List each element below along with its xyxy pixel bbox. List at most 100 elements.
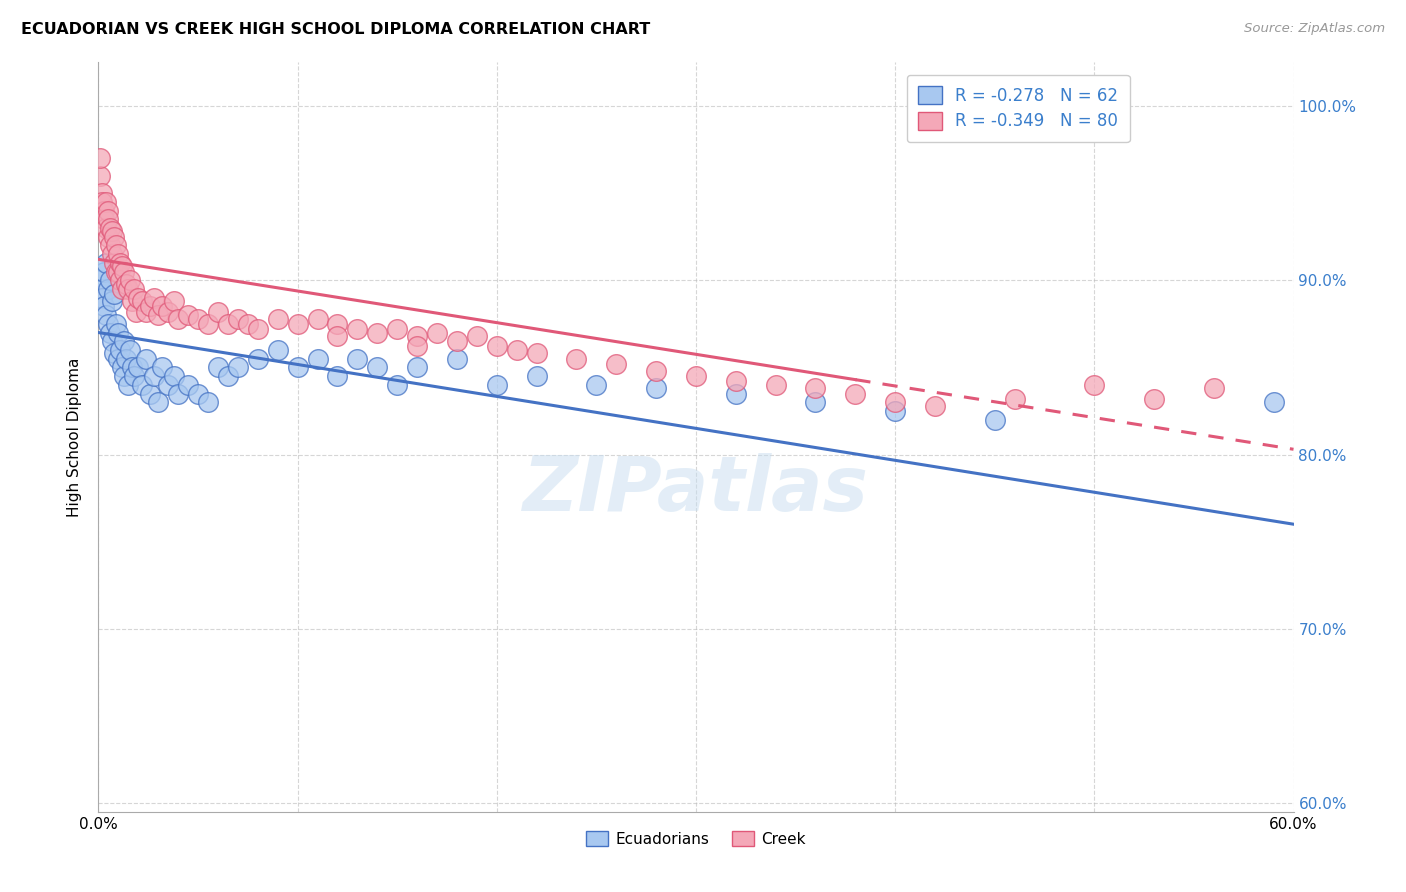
Point bbox=[884, 404, 907, 418]
Point bbox=[605, 357, 627, 371]
Point bbox=[346, 322, 368, 336]
Point bbox=[103, 287, 125, 301]
Legend: Ecuadorians, Creek: Ecuadorians, Creek bbox=[581, 824, 811, 853]
Point bbox=[120, 273, 142, 287]
Point bbox=[148, 395, 170, 409]
Text: ECUADORIAN VS CREEK HIGH SCHOOL DIPLOMA CORRELATION CHART: ECUADORIAN VS CREEK HIGH SCHOOL DIPLOMA … bbox=[21, 22, 651, 37]
Point bbox=[157, 304, 180, 318]
Point bbox=[804, 381, 827, 395]
Point bbox=[115, 277, 138, 291]
Point bbox=[287, 360, 309, 375]
Point bbox=[143, 369, 166, 384]
Point bbox=[124, 282, 146, 296]
Point bbox=[366, 360, 388, 375]
Point bbox=[101, 247, 124, 261]
Point bbox=[101, 334, 124, 349]
Point bbox=[127, 291, 149, 305]
Point bbox=[246, 322, 269, 336]
Point bbox=[135, 304, 157, 318]
Point bbox=[207, 304, 229, 318]
Point bbox=[157, 377, 180, 392]
Point bbox=[91, 282, 114, 296]
Point bbox=[91, 194, 114, 209]
Point bbox=[107, 247, 129, 261]
Point bbox=[465, 329, 488, 343]
Point bbox=[143, 291, 166, 305]
Point bbox=[197, 317, 219, 331]
Point bbox=[426, 326, 449, 340]
Point bbox=[101, 224, 124, 238]
Point bbox=[115, 351, 138, 366]
Point bbox=[105, 264, 128, 278]
Point bbox=[765, 377, 787, 392]
Point bbox=[112, 264, 135, 278]
Point bbox=[366, 326, 388, 340]
Point bbox=[346, 351, 368, 366]
Point bbox=[107, 326, 129, 340]
Point bbox=[112, 369, 135, 384]
Point bbox=[167, 386, 190, 401]
Point bbox=[446, 334, 468, 349]
Point bbox=[685, 369, 707, 384]
Point bbox=[93, 203, 115, 218]
Point bbox=[645, 364, 668, 378]
Point bbox=[177, 308, 200, 322]
Point bbox=[103, 256, 125, 270]
Point bbox=[127, 360, 149, 375]
Point bbox=[121, 360, 143, 375]
Point bbox=[91, 291, 114, 305]
Point bbox=[236, 317, 259, 331]
Point bbox=[724, 374, 747, 388]
Point bbox=[96, 194, 118, 209]
Point bbox=[110, 343, 132, 357]
Point bbox=[110, 256, 132, 270]
Point bbox=[217, 317, 239, 331]
Point bbox=[585, 377, 607, 392]
Point bbox=[163, 369, 186, 384]
Point bbox=[97, 229, 120, 244]
Point bbox=[645, 381, 668, 395]
Text: Source: ZipAtlas.com: Source: ZipAtlas.com bbox=[1244, 22, 1385, 36]
Y-axis label: High School Diploma: High School Diploma bbox=[67, 358, 83, 516]
Point bbox=[121, 294, 143, 309]
Point bbox=[148, 308, 170, 322]
Point bbox=[97, 317, 120, 331]
Point bbox=[163, 294, 186, 309]
Point bbox=[91, 186, 114, 201]
Point bbox=[97, 282, 120, 296]
Point bbox=[984, 412, 1007, 426]
Point bbox=[385, 377, 409, 392]
Point bbox=[89, 151, 111, 165]
Point bbox=[1143, 392, 1166, 406]
Point bbox=[226, 311, 249, 326]
Point bbox=[485, 339, 508, 353]
Point bbox=[101, 294, 124, 309]
Point bbox=[135, 351, 157, 366]
Point bbox=[1083, 377, 1105, 392]
Point bbox=[406, 360, 429, 375]
Point bbox=[93, 212, 115, 227]
Point bbox=[98, 221, 122, 235]
Point bbox=[105, 238, 128, 252]
Point bbox=[326, 317, 349, 331]
Point bbox=[120, 343, 142, 357]
Point bbox=[96, 221, 118, 235]
Point bbox=[565, 351, 588, 366]
Point bbox=[139, 299, 162, 313]
Point bbox=[98, 326, 122, 340]
Point bbox=[107, 264, 129, 278]
Point bbox=[187, 386, 209, 401]
Point bbox=[406, 339, 429, 353]
Point bbox=[111, 260, 134, 274]
Point bbox=[96, 308, 118, 322]
Point bbox=[197, 395, 219, 409]
Point bbox=[112, 334, 135, 349]
Point bbox=[326, 329, 349, 343]
Point bbox=[117, 377, 139, 392]
Point bbox=[1263, 395, 1285, 409]
Point bbox=[107, 351, 129, 366]
Point bbox=[150, 360, 173, 375]
Point bbox=[267, 343, 290, 357]
Point bbox=[93, 299, 115, 313]
Point bbox=[844, 386, 866, 401]
